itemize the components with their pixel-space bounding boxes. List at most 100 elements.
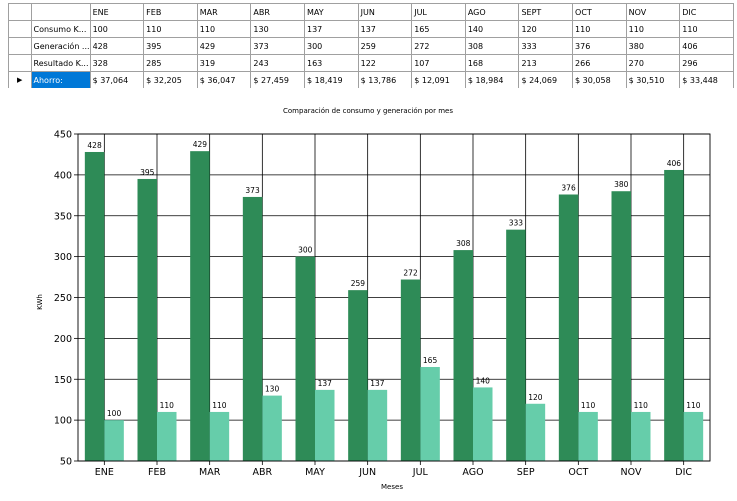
column-header-dic[interactable]: DIC (679, 3, 734, 21)
corner-header-cell[interactable] (8, 3, 32, 21)
table-row[interactable]: ▶ Ahorro: $ 37,064 $ 32,205 $ 36,047 $ 27,459… (8, 71, 734, 88)
column-header-mar[interactable]: MAR (196, 3, 252, 21)
bar-data-label: 300 (298, 246, 313, 255)
table-cell[interactable]: $ 13,786 (357, 71, 413, 88)
column-header-jul[interactable]: JUL (411, 3, 466, 21)
table-cell[interactable]: 380 (625, 37, 681, 55)
table-cell[interactable]: 285 (143, 54, 198, 72)
bar-data-label: 110 (581, 401, 596, 410)
table-row[interactable]: Consumo K... 100 110 110 130 137 137 165 140 120 1… (8, 20, 734, 38)
column-header-sept[interactable]: SEPT (518, 3, 574, 21)
x-tick-label: SEP (517, 467, 535, 478)
x-tick-label: FEB (148, 467, 166, 478)
y-tick-label: 350 (54, 211, 72, 222)
table-cell[interactable]: 122 (357, 54, 413, 72)
y-tick-label: 250 (54, 293, 72, 304)
table-cell[interactable]: $ 37,064 (89, 71, 145, 88)
y-tick-label: 200 (54, 334, 72, 345)
table-cell[interactable]: 130 (250, 20, 305, 38)
table-cell[interactable]: 428 (89, 37, 145, 55)
table-cell[interactable]: 308 (464, 37, 520, 55)
y-axis-label: KWh (36, 294, 44, 310)
table-cell[interactable]: 266 (572, 54, 627, 72)
table-cell[interactable]: 168 (464, 54, 520, 72)
table-cell[interactable]: $ 18,984 (464, 71, 520, 88)
row-header-cell[interactable] (8, 37, 32, 55)
row-label-cell[interactable]: Ahorro: (30, 71, 91, 88)
table-cell[interactable]: $ 24,069 (518, 71, 574, 88)
table-cell[interactable]: 429 (196, 37, 252, 55)
table-cell[interactable]: 120 (518, 20, 574, 38)
table-cell[interactable]: $ 12,091 (411, 71, 466, 88)
table-cell[interactable]: $ 32,205 (143, 71, 198, 88)
x-tick-label: OCT (568, 467, 588, 478)
bar-series-2 (367, 389, 388, 461)
table-row[interactable]: Resultado K... 328 285 319 243 163 122 107 168 21… (8, 54, 734, 72)
row-header-cell[interactable] (8, 54, 32, 72)
table-cell[interactable]: 110 (625, 20, 681, 38)
bar-data-label: 130 (265, 385, 280, 394)
bar-series-1 (400, 279, 421, 461)
column-header-feb[interactable]: FEB (143, 3, 198, 21)
table-cell[interactable]: 165 (411, 20, 466, 38)
row-header-cell[interactable]: ▶ (8, 71, 32, 88)
table-row[interactable]: Generación ... 428 395 429 373 300 259 272 308 33… (8, 37, 734, 55)
bar-data-label: 110 (634, 401, 649, 410)
table-cell[interactable]: 110 (679, 20, 734, 38)
bar-data-label: 110 (212, 401, 227, 410)
table-cell[interactable]: 319 (196, 54, 252, 72)
table-cell[interactable]: 296 (679, 54, 734, 72)
table-cell[interactable]: 243 (250, 54, 305, 72)
table-cell[interactable]: $ 18,419 (304, 71, 359, 88)
table-cell[interactable]: 107 (411, 54, 466, 72)
table-cell[interactable]: 376 (572, 37, 627, 55)
data-grid[interactable]: ENE FEB MAR ABR MAY JUN JUL AGO SEPT OCT NOV DIC Co… (8, 3, 734, 88)
x-tick-label: ABR (253, 467, 273, 478)
column-header-oct[interactable]: OCT (572, 3, 627, 21)
table-cell[interactable]: 395 (143, 37, 198, 55)
column-header-nov[interactable]: NOV (625, 3, 681, 21)
table-cell[interactable]: 213 (518, 54, 574, 72)
column-header-may[interactable]: MAY (304, 3, 359, 21)
row-label-cell[interactable]: Consumo K... (30, 20, 91, 38)
column-header-ene[interactable]: ENE (89, 3, 145, 21)
table-cell[interactable]: 137 (357, 20, 413, 38)
column-header-ago[interactable]: AGO (464, 3, 520, 21)
bar-data-label: 308 (456, 239, 471, 248)
table-cell[interactable]: $ 30,510 (625, 71, 681, 88)
row-header-cell[interactable] (8, 20, 32, 38)
header-row: ENE FEB MAR ABR MAY JUN JUL AGO SEPT OCT NOV DIC (8, 3, 734, 21)
table-cell[interactable]: 110 (143, 20, 198, 38)
table-cell[interactable]: 137 (304, 20, 359, 38)
table-cell[interactable]: 110 (196, 20, 252, 38)
column-header-jun[interactable]: JUN (357, 3, 413, 21)
bar-data-label: 429 (193, 140, 208, 149)
table-cell[interactable]: 270 (625, 54, 681, 72)
bar-series-1 (558, 194, 579, 461)
bar-series-2 (473, 387, 493, 461)
table-cell[interactable]: $ 30,058 (572, 71, 627, 88)
column-header-abr[interactable]: ABR (250, 3, 305, 21)
table-cell[interactable]: 163 (304, 54, 359, 72)
table-cell[interactable]: 300 (304, 37, 359, 55)
table-cell[interactable]: 140 (464, 20, 520, 38)
row-label-cell[interactable]: Resultado K... (30, 54, 91, 72)
table-cell[interactable]: 406 (679, 37, 734, 55)
table-cell[interactable]: 328 (89, 54, 145, 72)
x-tick-label: JUN (358, 467, 376, 478)
table-cell[interactable]: $ 27,459 (250, 71, 305, 88)
table-cell[interactable]: 272 (411, 37, 466, 55)
bar-series-1 (611, 191, 631, 461)
bar-series-1 (190, 151, 210, 462)
table-cell[interactable]: 110 (572, 20, 627, 38)
bar-series-1 (453, 250, 473, 461)
table-cell[interactable]: $ 36,047 (196, 71, 252, 88)
table-cell[interactable]: 333 (518, 37, 574, 55)
table-cell[interactable]: 100 (89, 20, 145, 38)
row-label-header-cell[interactable] (30, 3, 91, 21)
bar-data-label: 272 (403, 269, 418, 278)
table-cell[interactable]: $ 33,448 (679, 71, 734, 88)
table-cell[interactable]: 259 (357, 37, 413, 55)
table-cell[interactable]: 373 (250, 37, 305, 55)
row-label-cell[interactable]: Generación ... (30, 37, 91, 55)
